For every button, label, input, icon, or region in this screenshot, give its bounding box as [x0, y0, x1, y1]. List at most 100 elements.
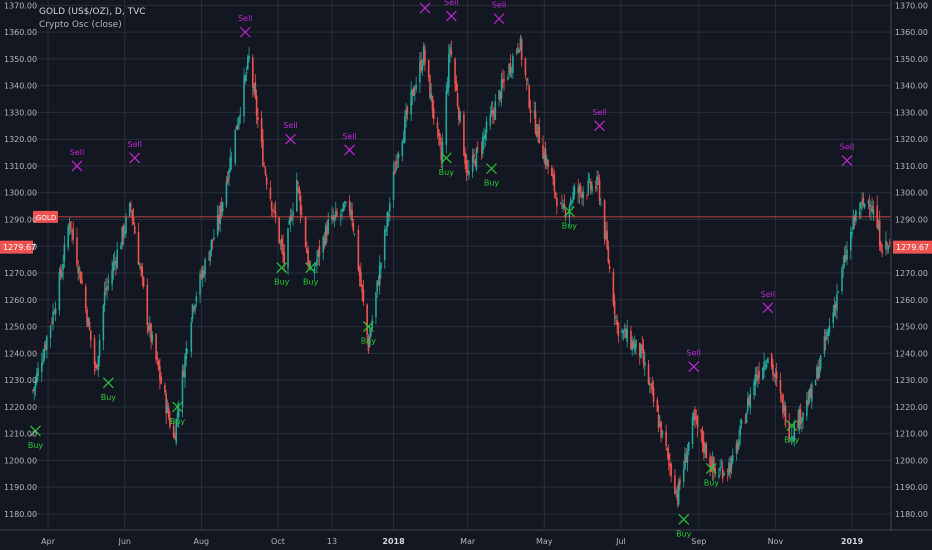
candle-body [89, 330, 92, 341]
signal-cross-b [563, 206, 575, 217]
candle [729, 455, 732, 480]
candle-body [814, 380, 817, 386]
candle [392, 162, 395, 209]
candle [799, 403, 802, 429]
candle [656, 396, 659, 412]
candle-body [677, 481, 680, 505]
candle [640, 343, 642, 359]
buy-signal: Buy [562, 206, 577, 230]
indicator-title[interactable]: Crypto Osc (close) [39, 20, 122, 30]
candle-body [471, 156, 474, 173]
candle [886, 241, 889, 254]
candle [613, 293, 616, 326]
candle-body [520, 39, 523, 60]
candle [149, 315, 151, 338]
candle-body [682, 469, 685, 482]
candle-body [660, 421, 662, 438]
horizontal-lines: GOLD [33, 210, 891, 223]
candle [475, 146, 478, 172]
candle [508, 63, 510, 78]
candle [669, 453, 671, 477]
signal-cross-b [841, 155, 853, 167]
candle [419, 52, 421, 93]
candle [749, 387, 752, 415]
candle-body [375, 292, 377, 318]
candle [445, 82, 448, 154]
candle [860, 201, 862, 219]
candle [836, 283, 838, 320]
candle [515, 48, 518, 56]
signal-cross-b [419, 2, 431, 14]
candle [427, 59, 430, 82]
candle [236, 117, 239, 131]
candle-body [298, 187, 301, 195]
buy-label: Buy [484, 179, 500, 188]
candle [483, 127, 485, 150]
x-tick-label: Nov [768, 537, 784, 546]
candle-body [577, 187, 580, 193]
candle-body [238, 117, 240, 125]
candle-body [652, 387, 655, 402]
candle-body [195, 296, 198, 302]
candle-body [95, 363, 97, 369]
candle-body [33, 387, 36, 391]
candle [474, 158, 476, 167]
candle-body [811, 384, 813, 402]
candle [68, 217, 71, 236]
candle-body [404, 117, 406, 142]
candle-body [860, 202, 862, 209]
candle [534, 102, 537, 136]
signal-cross-b [362, 321, 374, 332]
candle-body [642, 349, 645, 364]
candle [573, 183, 576, 200]
candle-body [333, 215, 336, 220]
candle [247, 54, 249, 71]
candle [703, 431, 705, 461]
candle [489, 106, 492, 130]
candle [357, 225, 360, 272]
candle [872, 200, 875, 221]
candle [650, 383, 652, 394]
candle [471, 148, 474, 179]
candle-body [386, 212, 389, 228]
candle-body [824, 337, 827, 341]
y-tick-label-left: 1250.00 [4, 323, 37, 332]
candle-body [441, 141, 444, 163]
signal-cross-b [30, 425, 41, 437]
buy-signal: Buy [704, 463, 719, 487]
candle [386, 210, 389, 236]
candle [436, 116, 439, 139]
candle [225, 176, 228, 209]
candle [641, 336, 644, 354]
sell-label: Sell [283, 121, 297, 130]
candle-body [103, 291, 106, 306]
candle-body [731, 455, 734, 462]
time-axis[interactable]: Apr Jun Aug Oct 13 2018 Mar May Jul Sep Nov 2019 [0, 529, 932, 546]
candle [642, 338, 645, 369]
candle-body [886, 243, 889, 246]
candle-body [88, 321, 91, 330]
candle [562, 199, 564, 213]
candle-body [282, 244, 284, 255]
price-axis[interactable]: 1180.00 1180.00 1190.00 1190.00 1200.00 1200.… [0, 0, 932, 530]
candle [603, 198, 606, 245]
candle [626, 319, 628, 348]
candle-body [287, 228, 289, 269]
candle-body [388, 203, 391, 212]
candle-body [797, 420, 799, 429]
candle [481, 131, 484, 158]
y-tick-label-right: 1340.00 [895, 82, 928, 91]
candle-body [308, 262, 311, 267]
candle-body [40, 362, 43, 372]
candle [280, 234, 283, 254]
candle-body [169, 417, 171, 427]
candle [563, 194, 566, 211]
candle [790, 426, 793, 446]
candle [86, 306, 88, 328]
symbol-title[interactable]: GOLD (US$/OZ), D, TVC [39, 7, 146, 17]
candle [850, 226, 852, 260]
candle [339, 209, 342, 227]
candle-body [234, 129, 237, 164]
candle-body [846, 249, 848, 260]
